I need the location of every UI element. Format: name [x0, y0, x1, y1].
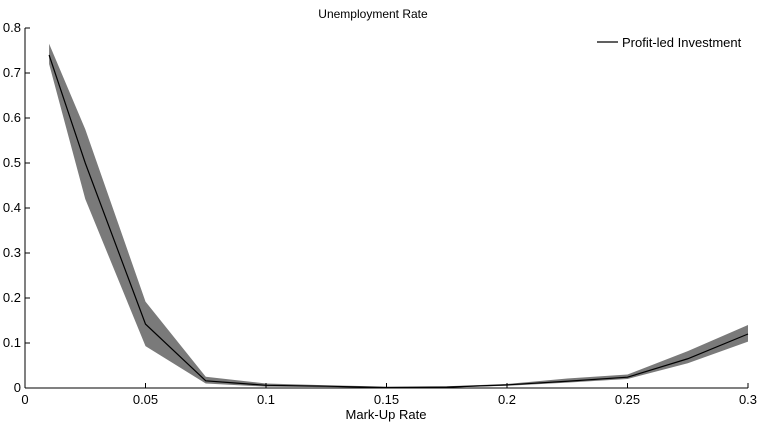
y-tick-label: 0.2 [3, 290, 21, 305]
legend: Profit-led Investment [597, 35, 742, 50]
y-tick-label: 0.8 [3, 20, 21, 35]
x-tick-label: 0.2 [498, 392, 516, 407]
legend-label-profit-led-investment: Profit-led Investment [622, 35, 742, 50]
y-tick-label: 0.4 [3, 200, 21, 215]
y-axis-ticks: 0 0.1 0.2 0.3 0.4 0.5 0.6 0.7 0.8 [3, 20, 30, 395]
x-tick-label: 0.1 [257, 392, 275, 407]
x-axis-label: Mark-Up Rate [346, 407, 427, 422]
x-axis-ticks: 0 0.05 0.1 0.15 0.2 0.25 0.3 [21, 383, 757, 407]
x-tick-label: 0.05 [133, 392, 158, 407]
x-tick-label: 0 [21, 392, 28, 407]
x-tick-label: 0.25 [615, 392, 640, 407]
y-tick-label: 0 [14, 380, 21, 395]
chart-title: Unemployment Rate [318, 7, 428, 21]
x-tick-label: 0.3 [739, 392, 757, 407]
y-tick-label: 0.3 [3, 245, 21, 260]
y-tick-label: 0.5 [3, 155, 21, 170]
y-tick-label: 0.6 [3, 110, 21, 125]
x-tick-label: 0.15 [374, 392, 399, 407]
y-tick-label: 0.1 [3, 335, 21, 350]
y-tick-label: 0.7 [3, 65, 21, 80]
